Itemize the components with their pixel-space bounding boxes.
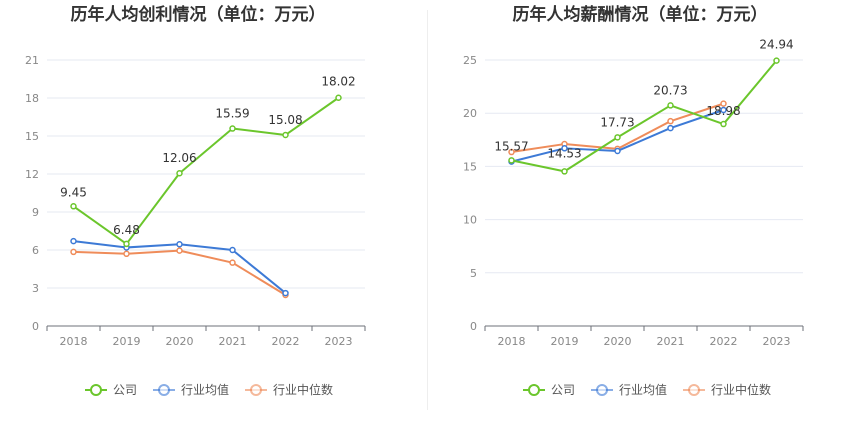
data-label: 20.73	[653, 83, 687, 97]
data-point[interactable]	[70, 237, 77, 245]
legend-item[interactable]: 公司	[85, 383, 137, 397]
y-tick-label: 6	[32, 244, 39, 257]
legend-label: 行业中位数	[711, 382, 771, 397]
data-point[interactable]	[561, 145, 568, 152]
data-label: 17.73	[600, 115, 634, 129]
data-label: 15.08	[268, 113, 302, 127]
data-label: 18.02	[321, 75, 355, 89]
profit-per-capita-chart: 历年人均创利情况（单位：万元） 0 3 6 9 12 15 18 21 2018 2019 2020 2…	[25, 4, 366, 397]
data-point[interactable]	[123, 240, 130, 248]
legend-label: 公司	[551, 383, 575, 397]
data-point[interactable]	[667, 117, 674, 125]
legend-item[interactable]: 行业中位数	[245, 382, 333, 397]
legend-marker	[596, 384, 608, 396]
data-point[interactable]	[229, 125, 236, 132]
data-point[interactable]	[614, 134, 621, 141]
y-tick-label: 20	[463, 107, 477, 120]
chart-title: 历年人均创利情况（单位：万元）	[71, 4, 326, 25]
salary-per-capita-chart: 历年人均薪酬情况（单位：万元） 0 5 10 15 20 25 2018 2019 2020 202…	[463, 4, 804, 397]
data-label: 18.98	[706, 104, 740, 118]
chart-title: 历年人均薪酬情况（单位：万元）	[513, 4, 768, 25]
data-point[interactable]	[229, 246, 236, 254]
x-tick-label: 2019	[551, 335, 579, 348]
data-label: 14.53	[547, 146, 581, 160]
data-label: 6.48	[113, 223, 140, 237]
y-tick-label: 0	[470, 320, 477, 333]
data-point[interactable]	[176, 241, 183, 248]
legend-marker	[528, 384, 540, 396]
data-point[interactable]	[282, 289, 289, 297]
data-point[interactable]	[508, 157, 515, 164]
y-tick-label: 21	[25, 54, 39, 67]
legend-item[interactable]: 行业均值	[153, 382, 229, 397]
data-point[interactable]	[561, 168, 568, 175]
legend-item[interactable]: 行业均值	[591, 382, 667, 397]
y-tick-label: 25	[463, 54, 477, 67]
data-point[interactable]	[614, 147, 621, 155]
x-tick-label: 2021	[219, 335, 247, 348]
data-point[interactable]	[667, 124, 674, 132]
y-tick-label: 0	[32, 320, 39, 333]
x-tick-label: 2023	[763, 335, 791, 348]
data-point[interactable]	[229, 259, 236, 266]
y-tick-label: 18	[25, 92, 39, 105]
data-point[interactable]	[720, 120, 727, 128]
y-tick-label: 15	[463, 160, 477, 173]
legend-marker	[90, 384, 102, 396]
data-point[interactable]	[335, 94, 342, 101]
series-line	[511, 59, 778, 173]
data-point[interactable]	[773, 57, 780, 64]
chart-divider	[427, 10, 428, 410]
x-tick-label: 2020	[604, 335, 632, 348]
x-tick-label: 2020	[166, 335, 194, 348]
data-point[interactable]	[720, 106, 727, 114]
data-point[interactable]	[70, 203, 77, 210]
data-point[interactable]	[720, 100, 727, 107]
legend-item[interactable]: 行业中位数	[683, 382, 771, 397]
x-tick-label: 2022	[272, 335, 300, 348]
legend-marker	[688, 384, 700, 396]
data-point[interactable]	[70, 248, 77, 256]
data-point[interactable]	[176, 247, 183, 254]
x-tick-label: 2019	[113, 335, 141, 348]
x-tick-label: 2023	[325, 335, 353, 348]
data-label: 15.59	[215, 107, 249, 121]
legend-label: 行业均值	[619, 382, 667, 397]
y-tick-label: 9	[32, 206, 39, 219]
data-label: 15.57	[494, 139, 528, 153]
data-label: 12.06	[162, 151, 196, 165]
legend-item[interactable]: 公司	[523, 383, 575, 397]
y-tick-label: 3	[32, 282, 39, 295]
y-tick-label: 12	[25, 168, 39, 181]
x-tick-label: 2021	[657, 335, 685, 348]
legend-label: 公司	[113, 383, 137, 397]
x-tick-label: 2018	[60, 335, 88, 348]
legend-marker	[250, 384, 262, 396]
data-point[interactable]	[123, 250, 130, 258]
x-tick-label: 2018	[498, 335, 526, 348]
y-tick-label: 5	[470, 267, 477, 280]
y-tick-label: 10	[463, 214, 477, 227]
data-point[interactable]	[667, 102, 674, 109]
data-label: 24.94	[759, 38, 793, 52]
data-point[interactable]	[508, 148, 515, 156]
x-tick-label: 2022	[710, 335, 738, 348]
legend-marker	[158, 384, 170, 396]
data-label: 9.45	[60, 185, 87, 199]
y-tick-label: 15	[25, 130, 39, 143]
series-line	[72, 96, 340, 245]
data-point[interactable]	[176, 169, 183, 177]
legend-label: 行业均值	[181, 382, 229, 397]
legend-label: 行业中位数	[273, 382, 333, 397]
data-point[interactable]	[282, 131, 289, 139]
